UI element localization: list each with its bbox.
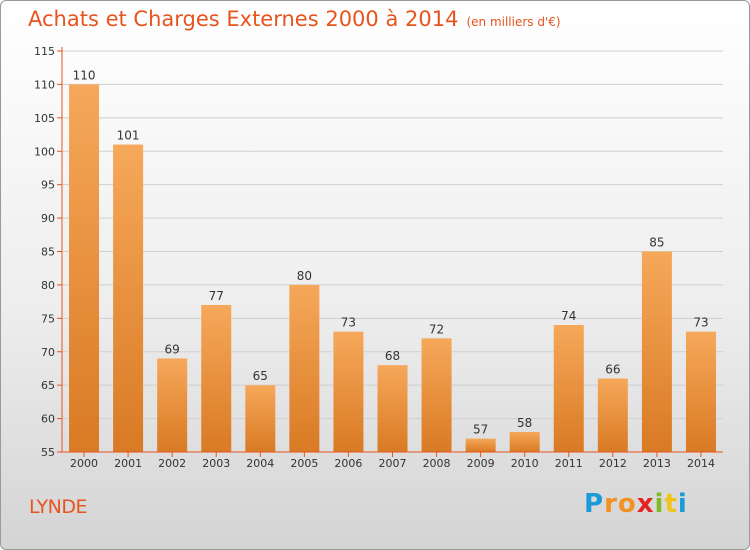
chart-subtitle: (en milliers d'€) [466, 15, 561, 29]
data-label: 66 [605, 362, 620, 376]
x-tick-label: 2012 [599, 457, 627, 470]
y-tick-label: 55 [41, 446, 55, 459]
bar [465, 438, 496, 452]
logo-letter: i [677, 489, 688, 519]
x-tick-label: 2000 [70, 457, 98, 470]
bar [113, 144, 144, 453]
chart-title: Achats et Charges Externes 2000 à 2014 [28, 7, 459, 31]
y-tick-label: 65 [41, 379, 55, 392]
data-label: 57 [473, 423, 488, 437]
x-tick-label: 2008 [423, 457, 451, 470]
y-tick-label: 100 [34, 145, 55, 158]
y-axis: 55 60 65 70 75 80 85 90 95 100 105 110 115 [34, 45, 63, 459]
title-block: Achats et Charges Externes 2000 à 2014 (e… [28, 7, 561, 31]
x-tick-label: 2001 [114, 457, 142, 470]
y-tick-label: 105 [34, 112, 55, 125]
data-label: 74 [561, 309, 576, 323]
bar [553, 325, 584, 452]
bar [421, 338, 452, 452]
logo-letter: x [636, 489, 655, 519]
y-tick-label: 60 [41, 413, 55, 426]
x-tick-label: 2013 [643, 457, 671, 470]
data-label: 77 [209, 289, 224, 303]
y-tick-label: 95 [41, 179, 55, 192]
proxiti-logo: Proxiti [584, 489, 688, 519]
data-label: 80 [297, 269, 312, 283]
bar [201, 304, 232, 452]
x-tick-label: 2014 [687, 457, 715, 470]
data-label: 85 [649, 236, 664, 250]
y-tick-label: 75 [41, 312, 55, 325]
x-tick-label: 2004 [246, 457, 274, 470]
data-label: 101 [117, 129, 140, 143]
x-axis: 2000 2001 2002 2003 2004 2005 2006 2007 2008 2009… [62, 451, 723, 470]
bar [685, 331, 716, 452]
data-labels: 110 101 69 77 65 80 73 68 72 57 58 74 66 85 73 [73, 68, 709, 436]
data-label: 72 [429, 322, 444, 336]
bar [289, 284, 320, 452]
bar [509, 431, 540, 452]
x-tick-label: 2005 [290, 457, 318, 470]
x-tick-label: 2006 [334, 457, 362, 470]
logo-letter: r [604, 489, 618, 519]
x-tick-label: 2002 [158, 457, 186, 470]
y-tick-label: 70 [41, 346, 55, 359]
x-tick-label: 2011 [555, 457, 583, 470]
data-label: 68 [385, 349, 400, 363]
data-label: 73 [693, 316, 708, 330]
data-label: 110 [73, 68, 96, 82]
y-tick-label: 110 [34, 78, 55, 91]
bar [69, 84, 100, 453]
bars [69, 84, 716, 453]
x-tick-label: 2010 [511, 457, 539, 470]
bar [597, 378, 628, 452]
data-label: 65 [253, 369, 268, 383]
logo-letter: i [654, 489, 665, 519]
logo-letter: t [664, 489, 678, 519]
logo-letter: o [617, 489, 637, 519]
y-tick-label: 85 [41, 246, 55, 259]
bar [377, 365, 408, 452]
x-tick-label: 2009 [467, 457, 495, 470]
bar [641, 251, 672, 452]
x-tick-label: 2007 [379, 457, 407, 470]
data-label: 73 [341, 316, 356, 330]
commune-name: LYNDE [29, 496, 88, 518]
y-tick-label: 115 [34, 45, 55, 58]
bar [333, 331, 364, 452]
data-label: 58 [517, 416, 532, 430]
data-label: 69 [165, 342, 180, 356]
logo-letter: P [584, 489, 605, 519]
bar [157, 358, 188, 452]
y-tick-label: 80 [41, 279, 55, 292]
y-tick-label: 90 [41, 212, 55, 225]
bar [245, 385, 276, 452]
x-tick-label: 2003 [202, 457, 230, 470]
